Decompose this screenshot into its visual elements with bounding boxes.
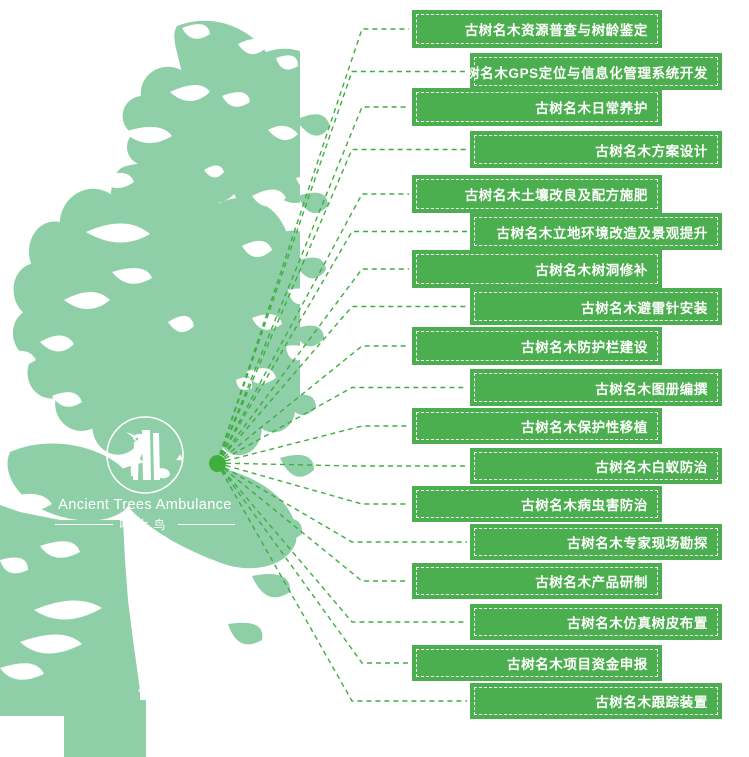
hub-node-icon — [209, 455, 226, 472]
service-item-box[interactable]: 古树名木保护性移植 — [412, 408, 662, 444]
service-item-dashed-border — [474, 608, 718, 636]
service-item-dashed-border — [474, 452, 718, 480]
service-item-dashed-border — [416, 567, 658, 595]
logo-name: Ancient Trees Ambulance — [58, 497, 232, 513]
service-item-label: 古树名木方案设计 — [595, 143, 708, 159]
service-item-box[interactable]: 古树名木防护栏建设 — [412, 327, 662, 365]
service-item-box[interactable]: 古树名木树洞修补 — [412, 250, 662, 288]
service-item-label: 古树名木仿真树皮布置 — [567, 616, 708, 631]
service-item-label: 古树名木图册编撰 — [595, 381, 708, 397]
service-item-dashed-border — [474, 528, 718, 556]
service-item-box[interactable]: 古树名木专家现场勘探 — [470, 524, 722, 560]
service-item-label: 古树名木保护性移植 — [521, 420, 648, 435]
service-item-label: 古树名木立地环境改造及景观提升 — [496, 225, 708, 241]
logo-subtitle-row: 啄木鸟 — [55, 516, 236, 533]
service-item-dashed-border — [474, 373, 718, 402]
service-item-label: 古树名木资源普查与树龄鉴定 — [464, 23, 648, 38]
service-item-label: 古树名木日常养护 — [535, 101, 648, 116]
service-item-dashed-border — [416, 490, 658, 518]
service-item-label: 古树名木避雷针安装 — [581, 300, 708, 316]
service-item-label: 古树名木产品研制 — [535, 575, 648, 590]
logo-rule-right — [177, 524, 236, 525]
service-item-dashed-border — [416, 14, 658, 44]
service-item-label: 古树名木防护栏建设 — [521, 340, 648, 355]
service-item-label: 古树名木跟踪装置 — [595, 695, 708, 710]
service-item-dashed-border — [416, 331, 658, 361]
service-item-dashed-border — [474, 217, 718, 246]
service-item-box[interactable]: 古树名木项目资金申报 — [412, 645, 662, 681]
logo-block: Ancient Trees Ambulance 啄木鸟 — [55, 414, 236, 532]
service-item-box[interactable]: 古树名木仿真树皮布置 — [470, 604, 722, 640]
service-item-dashed-border — [416, 412, 658, 440]
service-item-box[interactable]: 古树名木跟踪装置 — [470, 683, 722, 719]
service-item-dashed-border — [474, 687, 718, 715]
service-item-box[interactable]: 古树名木土壤改良及配方施肥 — [412, 175, 662, 213]
service-item-box[interactable]: 古树名木避雷针安装 — [470, 288, 722, 325]
service-item-box[interactable]: 古树名木病虫害防治 — [412, 486, 662, 522]
service-item-label: 古树名木项目资金申报 — [507, 657, 648, 672]
service-item-label: 古树名木白蚁防治 — [595, 460, 708, 475]
service-item-label: 古树名木GPS定位与信息化管理系统开发 — [452, 65, 708, 81]
service-item-dashed-border — [416, 179, 658, 209]
service-item-box[interactable]: 古树名木图册编撰 — [470, 369, 722, 406]
service-item-dashed-border — [416, 92, 658, 122]
service-item-box[interactable]: 古树名木白蚁防治 — [470, 448, 722, 484]
service-item-dashed-border — [474, 135, 718, 164]
logo-rule-left — [55, 524, 113, 525]
service-item-label: 古树名木树洞修补 — [535, 263, 648, 278]
logo-subtitle: 啄木鸟 — [119, 518, 171, 532]
service-item-dashed-border — [416, 254, 658, 284]
service-item-box[interactable]: 古树名木资源普查与树龄鉴定 — [412, 10, 662, 48]
service-item-box[interactable]: 古树名木立地环境改造及景观提升 — [470, 213, 722, 250]
service-item-label: 古树名木专家现场勘探 — [567, 536, 708, 551]
service-item-box[interactable]: 古树名木GPS定位与信息化管理系统开发 — [452, 53, 722, 90]
service-item-box[interactable]: 古树名木方案设计 — [470, 131, 722, 168]
service-item-dashed-border — [474, 57, 718, 86]
woodpecker-on-tree-icon — [104, 414, 186, 496]
service-item-box[interactable]: 古树名木日常养护 — [412, 88, 662, 126]
service-item-dashed-border — [416, 649, 658, 677]
service-item-label: 古树名木土壤改良及配方施肥 — [464, 188, 648, 203]
service-item-dashed-border — [474, 292, 718, 321]
service-item-box[interactable]: 古树名木产品研制 — [412, 563, 662, 599]
service-item-label: 古树名木病虫害防治 — [521, 498, 648, 513]
